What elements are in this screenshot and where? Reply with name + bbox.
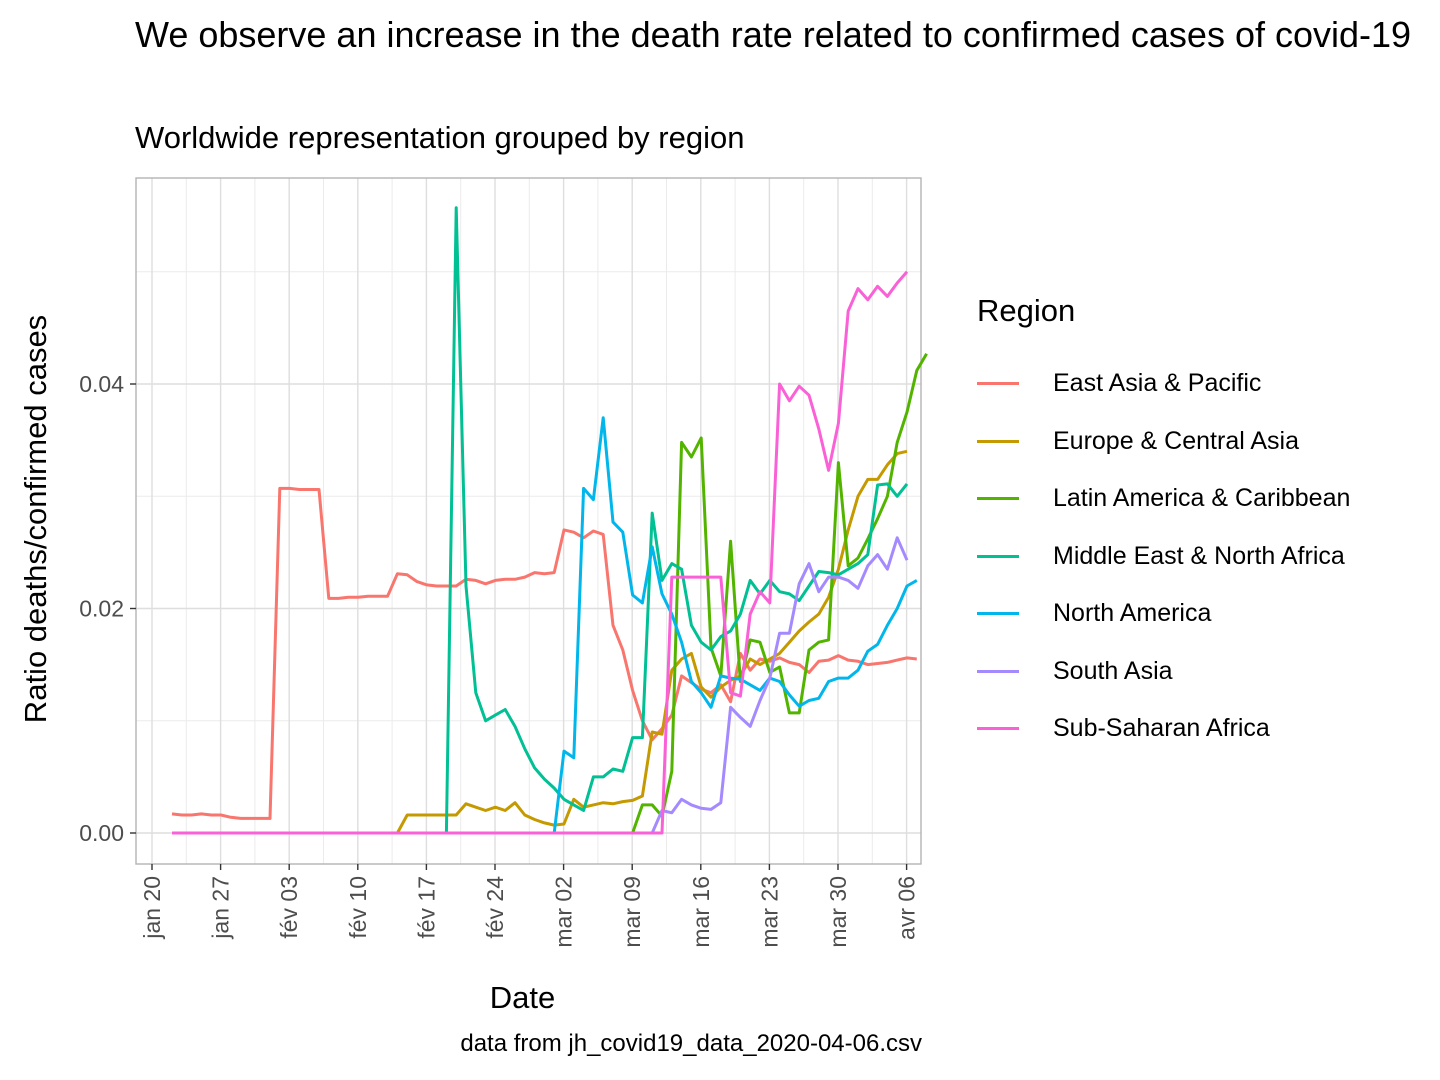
series-line-south-asia	[172, 536, 909, 835]
legend-key	[977, 612, 1019, 616]
x-tick-label: fév 24	[482, 876, 508, 939]
legend-item: East Asia & Pacific	[977, 355, 1350, 413]
x-tick-label: jan 27	[208, 876, 234, 940]
legend-title: Region	[977, 293, 1076, 328]
legend-key	[977, 554, 1019, 558]
x-tick-label: avr 06	[894, 876, 920, 940]
x-tick-label: mar 16	[688, 876, 714, 948]
y-tick-label: 0.04	[79, 371, 124, 397]
x-tick-label: mar 30	[825, 876, 851, 948]
x-tick-label: fév 03	[276, 876, 302, 939]
legend-label: Middle East & North Africa	[1053, 541, 1345, 570]
x-tick-label: mar 23	[756, 876, 782, 948]
chart-title: We observe an increase in the death rate…	[135, 14, 1412, 55]
legend-key	[977, 382, 1019, 386]
legend-label: South Asia	[1053, 656, 1173, 685]
legend-key	[977, 497, 1019, 501]
x-tick-label: mar 02	[551, 876, 577, 948]
y-tick-label: 0.02	[79, 596, 124, 622]
series-line-latin-america-caribbean	[172, 352, 928, 835]
legend-label: Latin America & Caribbean	[1053, 484, 1351, 513]
legend-item: Europe & Central Asia	[977, 413, 1350, 471]
series-line-middle-east-north-africa	[172, 206, 909, 835]
plot-panel	[136, 178, 921, 864]
legend-key	[977, 727, 1019, 731]
series-line-east-asia-pacific	[171, 486, 917, 820]
legend-item: North America	[977, 585, 1350, 643]
legend-key	[977, 439, 1019, 443]
series-line-sub-saharan-africa	[172, 270, 909, 835]
legend: Region East Asia & Pacific Europe & Centr…	[977, 293, 1350, 758]
legend-label: North America	[1053, 599, 1212, 628]
legend-label: Sub-Saharan Africa	[1053, 714, 1270, 743]
series-line-europe-central-asia	[172, 449, 908, 835]
y-tick-label: 0.00	[79, 820, 124, 846]
legend-item: Sub-Saharan Africa	[977, 700, 1350, 758]
x-tick-label: jan 20	[139, 876, 165, 940]
chart-subtitle: Worldwide representation grouped by regi…	[135, 120, 745, 155]
x-tick-label: mar 09	[619, 876, 645, 948]
legend-key	[977, 669, 1019, 673]
x-tick-label: fév 17	[413, 876, 439, 939]
x-axis-title: Date	[490, 980, 555, 1015]
legend-item: Latin America & Caribbean	[977, 470, 1350, 528]
legend-item: South Asia	[977, 643, 1350, 701]
legend-items: East Asia & Pacific Europe & Central Asia…	[977, 355, 1350, 758]
y-axis-title: Ratio deaths/confirmed cases	[18, 315, 53, 723]
legend-label: Europe & Central Asia	[1053, 426, 1299, 455]
series-line-north-america	[172, 416, 918, 835]
chart-caption: data from jh_covid19_data_2020-04-06.csv	[460, 1030, 922, 1057]
panel-border	[135, 177, 922, 865]
legend-label: East Asia & Pacific	[1053, 369, 1262, 398]
legend-item: Middle East & North Africa	[977, 528, 1350, 586]
x-tick-label: fév 10	[345, 876, 371, 939]
